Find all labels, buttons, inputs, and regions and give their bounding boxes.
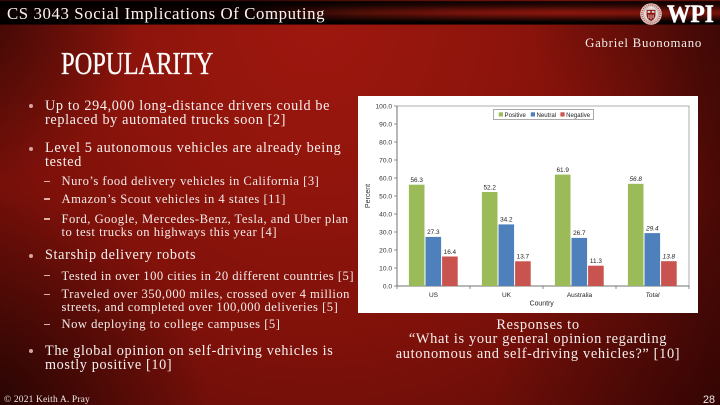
- svg-text:11.3: 11.3: [590, 258, 602, 265]
- svg-text:Negative: Negative: [566, 112, 591, 119]
- svg-text:60.0: 60.0: [379, 175, 392, 182]
- svg-text:56.3: 56.3: [410, 177, 423, 184]
- svg-text:UK: UK: [502, 292, 512, 299]
- svg-text:29.4: 29.4: [645, 225, 659, 232]
- svg-text:80.0: 80.0: [379, 139, 392, 146]
- svg-text:10.0: 10.0: [379, 265, 392, 272]
- svg-text:52.2: 52.2: [483, 184, 496, 191]
- svg-text:26.7: 26.7: [573, 230, 586, 237]
- svg-text:0.0: 0.0: [383, 283, 392, 290]
- svg-text:90.0: 90.0: [379, 121, 392, 128]
- svg-text:Percent: Percent: [365, 184, 372, 208]
- svg-text:70.0: 70.0: [379, 157, 392, 164]
- svg-text:40.0: 40.0: [379, 211, 392, 218]
- svg-text:Country: Country: [530, 300, 555, 307]
- svg-text:US: US: [429, 292, 439, 299]
- svg-text:56.8: 56.8: [629, 176, 642, 183]
- svg-text:Positive: Positive: [505, 112, 527, 119]
- svg-text:100.0: 100.0: [375, 103, 392, 110]
- svg-text:27.3: 27.3: [427, 229, 440, 236]
- svg-text:Neutral: Neutral: [537, 112, 557, 119]
- svg-text:50.0: 50.0: [379, 193, 392, 200]
- svg-text:20.0: 20.0: [379, 247, 392, 254]
- svg-text:13.8: 13.8: [663, 254, 676, 261]
- svg-text:61.9: 61.9: [556, 167, 569, 174]
- svg-text:30.0: 30.0: [379, 229, 392, 236]
- svg-text:Total: Total: [646, 292, 660, 299]
- svg-text:34.2: 34.2: [500, 217, 513, 224]
- svg-text:16.4: 16.4: [444, 249, 457, 256]
- svg-text:13.7: 13.7: [517, 254, 530, 261]
- svg-text:Australia: Australia: [567, 292, 593, 299]
